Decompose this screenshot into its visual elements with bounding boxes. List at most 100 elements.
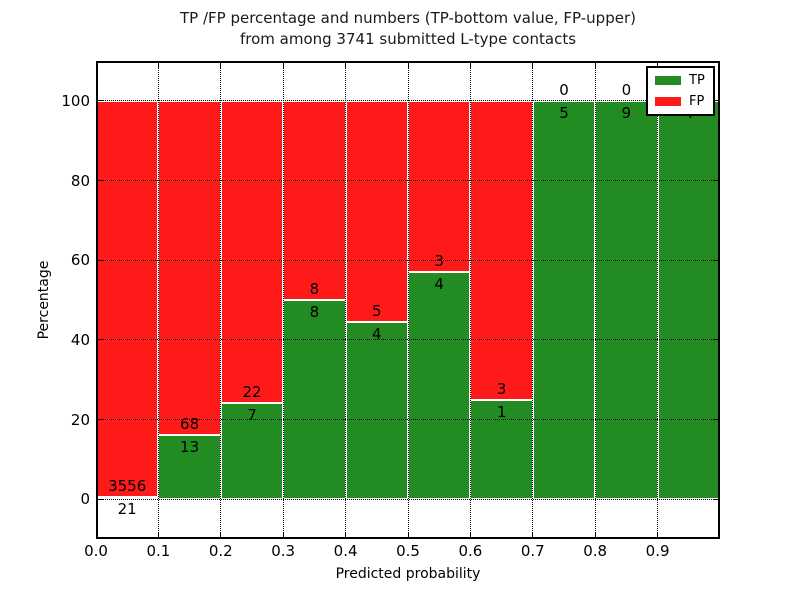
bar-segment-tp	[283, 300, 346, 500]
legend-swatch-tp-icon	[655, 76, 681, 85]
tp-count-label: 13	[180, 438, 200, 457]
fp-count-label: 5	[372, 302, 382, 321]
chart-title-line1: TP /FP percentage and numbers (TP-bottom…	[180, 9, 636, 27]
legend-label-fp: FP	[689, 94, 705, 109]
x-tick	[657, 63, 659, 68]
bar-segment-tp	[470, 399, 533, 500]
tp-count-label: 5	[559, 103, 569, 122]
bar-segment-tp	[345, 322, 408, 500]
x-tick	[407, 532, 409, 537]
y-tick	[98, 498, 103, 500]
x-tick	[594, 532, 596, 537]
tp-count-label: 9	[621, 103, 632, 122]
y-tick-label: 80	[70, 171, 90, 190]
x-tick-label: 0.8	[583, 542, 608, 560]
x-tick-label: 0.7	[520, 542, 545, 560]
fp-count-label: 3	[496, 379, 507, 398]
tp-count-label: 8	[309, 303, 320, 321]
fp-count-label: 0	[559, 80, 569, 99]
v-gridline	[594, 61, 596, 539]
x-tick-label: 0.0	[84, 542, 108, 560]
tp-count-label: 4	[434, 274, 444, 293]
y-tick-label: 20	[70, 410, 90, 429]
bar-segment-fp	[283, 100, 346, 300]
x-tick-label: 0.3	[271, 542, 296, 560]
x-tick-label: 0.6	[458, 542, 483, 560]
bar-segment-fp	[408, 100, 471, 272]
x-tick	[657, 532, 659, 537]
bar-segment-tp	[595, 100, 658, 500]
bar-segment-tp	[657, 100, 720, 500]
y-tick	[713, 180, 718, 181]
bar-segment-fp	[345, 100, 408, 323]
x-tick-label: 0.1	[146, 542, 171, 560]
x-tick	[532, 532, 534, 537]
v-gridline	[532, 61, 534, 539]
v-gridline	[407, 61, 409, 539]
x-tick-label: 0.4	[333, 542, 358, 560]
legend-label-tp: TP	[689, 73, 705, 88]
v-gridline	[345, 61, 347, 539]
x-tick	[407, 63, 409, 68]
fp-count-label: 0	[621, 80, 632, 99]
x-tick-label: 0.2	[208, 542, 233, 560]
v-gridline	[469, 61, 471, 539]
bar-segment-tp	[408, 271, 471, 500]
h-gridline	[96, 180, 720, 181]
x-tick-label: 0.5	[396, 542, 420, 560]
x-tick	[220, 532, 222, 537]
x-tick	[282, 63, 284, 68]
x-tick	[282, 532, 284, 537]
v-gridline	[282, 61, 284, 539]
y-tick-label: 100	[61, 91, 90, 110]
fp-count-label: 3556	[108, 476, 147, 495]
y-tick	[98, 180, 103, 181]
bar-segment-tp	[532, 100, 596, 500]
y-tick	[713, 100, 718, 102]
legend-item-fp: FP	[655, 95, 707, 108]
x-tick	[157, 532, 159, 537]
h-gridline	[96, 498, 720, 500]
bar-segment-tp	[158, 435, 221, 500]
x-tick	[220, 63, 222, 68]
y-tick	[713, 259, 718, 261]
tp-count-label: 4	[372, 325, 382, 344]
x-tick	[594, 63, 596, 68]
v-gridline	[220, 61, 222, 539]
y-tick	[98, 259, 103, 261]
fp-count-label: 68	[180, 415, 200, 434]
bar-segment-fp	[220, 100, 284, 403]
x-axis-label: Predicted probability	[335, 566, 481, 582]
fp-count-label: 22	[242, 383, 262, 401]
h-gridline	[96, 259, 720, 261]
y-tick	[98, 419, 103, 420]
legend-swatch-fp-icon	[655, 97, 681, 106]
tp-count-label: 21	[117, 499, 137, 518]
y-tick	[713, 419, 718, 420]
y-tick	[98, 339, 103, 341]
v-gridline	[657, 61, 659, 539]
x-tick	[469, 532, 471, 537]
bar-segment-fp	[158, 100, 221, 436]
h-gridline	[96, 419, 720, 420]
x-tick	[345, 63, 347, 68]
x-tick	[469, 63, 471, 68]
h-gridline	[96, 339, 720, 341]
y-tick	[713, 339, 718, 341]
x-tick	[157, 63, 159, 68]
y-axis-label: Percentage	[36, 260, 52, 340]
x-tick-label: 0.9	[645, 542, 670, 560]
y-tick-label: 40	[70, 330, 90, 349]
fp-count-label: 3	[434, 251, 444, 270]
tp-count-label: 7	[247, 406, 257, 424]
y-tick-label: 0	[80, 490, 90, 509]
v-gridline	[157, 61, 159, 539]
y-tick-label: 60	[70, 251, 90, 270]
chart-title: TP /FP percentage and numbers (TP-bottom…	[96, 8, 720, 50]
plot-area: TP FP 35562168132278854343105094	[96, 61, 720, 539]
x-tick	[345, 532, 347, 537]
chart-title-line2: from among 3741 submitted L-type contact…	[239, 30, 577, 48]
x-tick	[532, 63, 534, 68]
y-tick	[98, 100, 103, 102]
legend: TP FP	[646, 66, 715, 116]
